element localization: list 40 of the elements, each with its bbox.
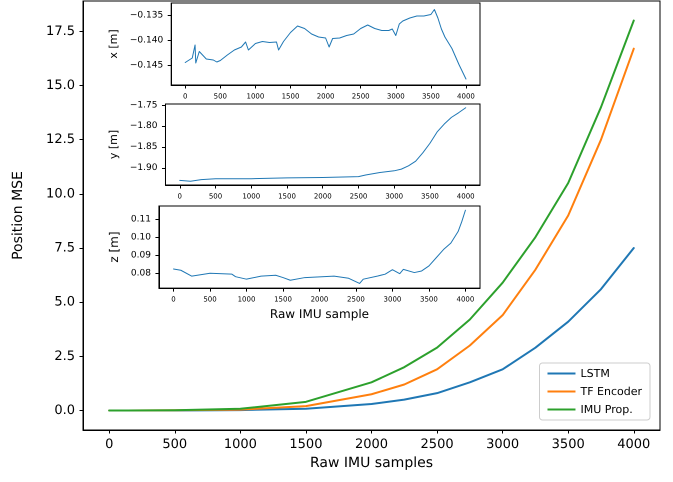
line-series — [173, 210, 466, 284]
y-tick-label: −1.75 — [130, 100, 158, 110]
y-tick-label: −1.80 — [130, 121, 158, 132]
x-tick-label: 3500 — [552, 437, 585, 452]
x-tick-label: 4000 — [617, 437, 650, 452]
y-tick-label: 15.0 — [46, 78, 75, 93]
y-tick-label: 0.08 — [130, 268, 152, 278]
y-axis-title: y [m] — [107, 130, 120, 160]
line-series — [179, 107, 466, 182]
x-axis-title: Raw IMU samples — [310, 454, 433, 471]
x-tick-label: 0 — [105, 437, 114, 452]
x-axis-title: Raw IMU sample — [270, 307, 370, 321]
y-tick-label: 5.0 — [54, 294, 75, 310]
y-tick-label: 0.09 — [130, 250, 152, 260]
y-tick-label: 2.5 — [54, 348, 75, 364]
legend-label: LSTM — [580, 367, 610, 380]
x-tick-label: 3000 — [486, 437, 520, 452]
y-tick-label: 12.5 — [46, 132, 75, 148]
y-tick-label: −1.90 — [130, 162, 158, 173]
y-tick-label: −1.85 — [130, 142, 158, 152]
y-tick-label: 17.5 — [46, 24, 75, 39]
line-series — [184, 9, 466, 80]
y-tick-label: 0.0 — [54, 403, 75, 418]
x-tick-label: 2500 — [420, 437, 454, 452]
y-axis-title: x [m] — [107, 29, 120, 59]
legend-label: IMU Prop. — [580, 403, 633, 416]
x-tick-label: 1000 — [224, 437, 257, 452]
legend-label: TF Encoder — [579, 385, 642, 398]
y-tick-label: 7.5 — [54, 240, 75, 256]
y-tick-label: 0.10 — [130, 232, 152, 243]
y-tick-label: −0.135 — [130, 10, 164, 20]
y-tick-label: −0.140 — [130, 36, 164, 46]
x-tick-label: 1500 — [289, 437, 322, 452]
y-tick-label: −0.145 — [130, 60, 164, 70]
y-tick-label: 0.11 — [130, 214, 151, 225]
x-tick-label: 2000 — [354, 437, 388, 452]
y-axis-title: z [m] — [107, 231, 121, 263]
x-tick-label: 500 — [162, 437, 188, 452]
y-tick-label: 10.0 — [46, 186, 75, 202]
y-axis-title: Position MSE — [10, 171, 26, 260]
